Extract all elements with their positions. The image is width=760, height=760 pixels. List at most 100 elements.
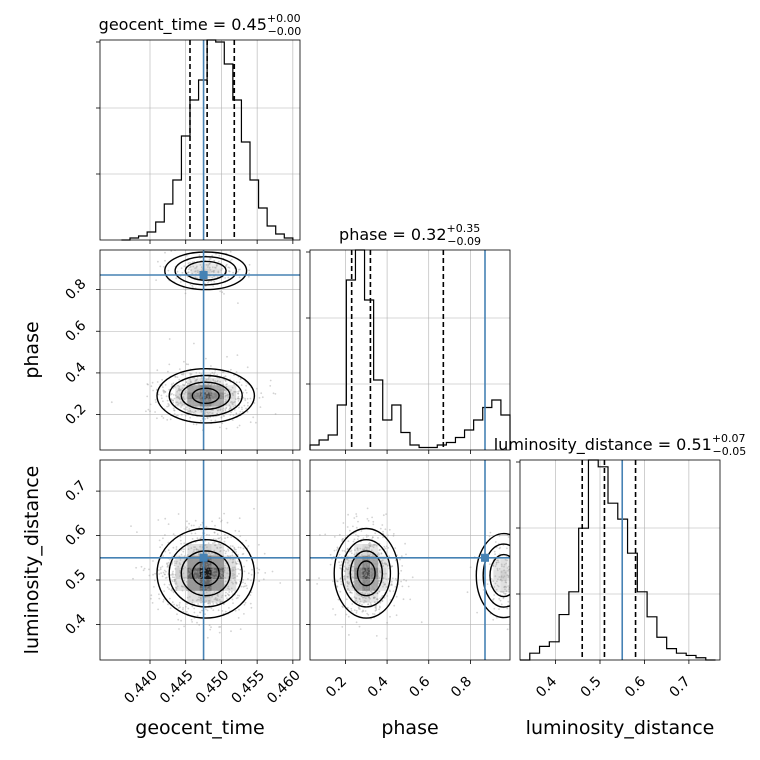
scatter-point — [213, 402, 215, 405]
scatter-point — [233, 576, 236, 579]
scatter-point — [359, 578, 362, 581]
scatter-point — [346, 585, 349, 588]
scatter-point — [194, 393, 197, 396]
scatter-point — [500, 576, 503, 578]
density-block — [187, 579, 200, 591]
scatter-point — [375, 577, 378, 579]
scatter-point — [241, 553, 244, 556]
scatter-point — [261, 396, 264, 399]
scatter-point — [355, 568, 357, 571]
scatter-point — [228, 588, 231, 591]
scatter-point — [194, 571, 196, 574]
scatter-point — [147, 408, 150, 411]
scatter-point — [158, 593, 160, 596]
scatter-point — [177, 395, 179, 398]
scatter-point — [190, 567, 193, 570]
scatter-point — [379, 571, 382, 574]
scatter-point — [224, 577, 227, 579]
scatter-point — [207, 378, 210, 380]
scatter-point — [361, 570, 363, 573]
scatter-point — [207, 264, 210, 266]
scatter-point — [190, 381, 193, 383]
scatter-point — [233, 566, 236, 569]
scatter-point — [228, 594, 230, 597]
scatter-point — [370, 572, 373, 575]
scatter-point — [206, 589, 209, 592]
scatter-point — [500, 575, 503, 578]
scatter-point — [184, 292, 187, 295]
scatter-point — [362, 569, 365, 572]
scatter-point — [373, 613, 376, 615]
scatter-point — [178, 402, 180, 405]
scatter-point — [218, 389, 221, 392]
scatter-point — [355, 579, 358, 582]
scatter-point — [503, 592, 505, 595]
scatter-point — [157, 608, 160, 611]
scatter-point — [222, 576, 224, 579]
scatter-point — [210, 383, 213, 386]
scatter-point — [214, 554, 217, 557]
density-block — [175, 555, 188, 568]
scatter-point — [387, 577, 390, 580]
scatter-point — [194, 267, 197, 270]
scatter-point — [167, 549, 170, 552]
scatter-point — [346, 580, 349, 583]
scatter-point — [357, 594, 360, 596]
scatter-point — [504, 579, 507, 582]
scatter-point — [219, 544, 222, 546]
scatter-point — [175, 589, 178, 591]
scatter-point — [208, 601, 211, 604]
density-block — [187, 590, 200, 603]
scatter-point — [207, 281, 209, 284]
scatter-point — [377, 537, 379, 539]
scatter-point — [372, 559, 375, 561]
scatter-point — [204, 596, 207, 598]
scatter-point — [496, 584, 499, 587]
scatter-point — [384, 528, 387, 531]
scatter-point — [347, 560, 350, 562]
scatter-point — [366, 587, 369, 590]
scatter-point — [336, 580, 339, 583]
scatter-point — [246, 587, 249, 590]
scatter-point — [391, 565, 393, 568]
scatter-point — [367, 587, 370, 589]
scatter-point — [212, 403, 215, 406]
scatter-point — [167, 561, 170, 564]
scatter-point — [367, 586, 370, 589]
scatter-point — [199, 597, 202, 599]
scatter-point — [205, 392, 208, 395]
scatter-point — [371, 545, 374, 547]
scatter-point — [162, 386, 164, 389]
scatter-point — [191, 601, 194, 604]
scatter-point — [358, 568, 361, 571]
scatter-point — [200, 393, 203, 396]
density-block — [199, 567, 212, 580]
scatter-point — [169, 607, 172, 609]
scatter-point — [507, 536, 510, 538]
scatter-point — [346, 548, 349, 551]
scatter-point — [233, 390, 236, 393]
scatter-point — [237, 400, 240, 402]
scatter-point — [183, 408, 186, 411]
scatter-point — [211, 595, 214, 598]
scatter-point — [371, 569, 373, 572]
scatter-point — [237, 390, 240, 393]
scatter-point — [162, 555, 165, 557]
scatter-point — [175, 583, 178, 585]
scatter-point — [178, 389, 181, 392]
scatter-point — [513, 586, 515, 588]
scatter-point — [384, 547, 387, 550]
scatter-point — [187, 573, 190, 576]
scatter-point — [368, 571, 371, 574]
scatter-point — [372, 520, 375, 523]
scatter-point — [375, 576, 378, 579]
scatter-point — [195, 270, 197, 272]
scatter-point — [374, 596, 376, 599]
scatter-point — [244, 601, 247, 604]
scatter-point — [371, 536, 374, 539]
scatter-point — [511, 575, 513, 577]
scatter-point — [173, 413, 176, 415]
contour-line — [168, 539, 243, 608]
scatter-point — [507, 570, 509, 572]
scatter-point — [181, 404, 183, 407]
